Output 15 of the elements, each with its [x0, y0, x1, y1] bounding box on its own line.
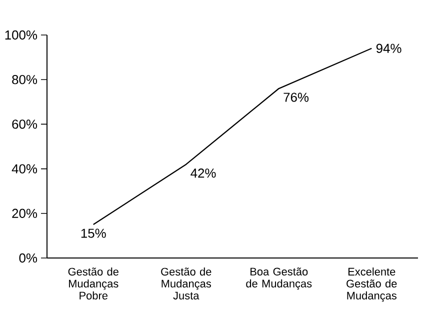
line-series [92, 48, 372, 226]
y-tick-label: 80% [12, 75, 38, 84]
data-label: 42% [190, 168, 216, 178]
data-label: 76% [284, 92, 309, 102]
x-tick-label: Gestão de Mudanças Pobre [68, 268, 118, 300]
y-tick-label: 40% [12, 164, 38, 174]
data-label: 94% [376, 44, 402, 53]
y-tick-label: 20% [12, 208, 38, 218]
data-label: 15% [81, 228, 106, 238]
x-tick-label: Boa Gestão de Mudanças [246, 268, 312, 290]
y-tick-label: 0% [19, 253, 38, 263]
y-tick-label: 60% [12, 120, 38, 129]
x-tick-label: Excelente Gestão de Mudanças [346, 268, 397, 302]
y-tick-label: 100% [5, 30, 38, 40]
x-tick-label: Gestão de Mudanças Justa [161, 268, 212, 300]
